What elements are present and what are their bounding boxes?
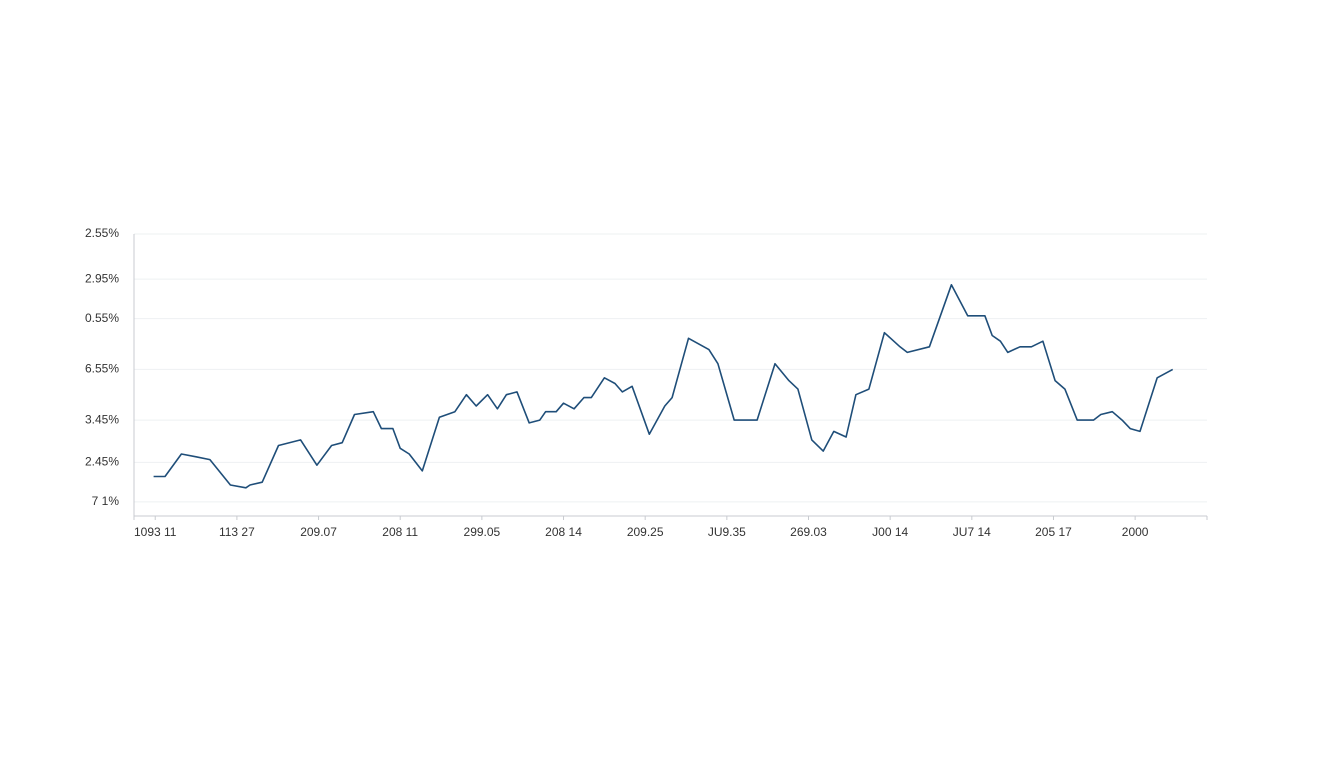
x-tick-label: 299.05 bbox=[464, 525, 501, 539]
y-tick-label: 0.55% bbox=[85, 311, 119, 325]
x-tick-label: 209.25 bbox=[627, 525, 664, 539]
x-tick-label: 2000 bbox=[1122, 525, 1149, 539]
y-tick-label: 2.45% bbox=[85, 455, 119, 469]
x-tick-label: 209.07 bbox=[300, 525, 337, 539]
x-tick-label: J00 14 bbox=[872, 525, 908, 539]
y-tick-label: 3.45% bbox=[85, 412, 119, 426]
x-tick-label: 208 14 bbox=[545, 525, 582, 539]
y-tick-label: 7 1% bbox=[92, 494, 120, 508]
x-tick-label: JU9.35 bbox=[708, 525, 746, 539]
y-tick-label: 6.55% bbox=[85, 362, 119, 376]
x-tick-label: 269.03 bbox=[790, 525, 827, 539]
x-tick-label: 205 17 bbox=[1035, 525, 1072, 539]
y-tick-label: 2.55% bbox=[85, 226, 119, 240]
x-tick-label: JU7 14 bbox=[953, 525, 991, 539]
y-tick-label: 2.95% bbox=[85, 271, 119, 285]
data-line bbox=[153, 284, 1174, 489]
x-tick-label: 1093 11 bbox=[134, 525, 177, 539]
x-tick-label: 208 11 bbox=[382, 525, 418, 539]
x-tick-label: 113 27 bbox=[219, 525, 255, 539]
